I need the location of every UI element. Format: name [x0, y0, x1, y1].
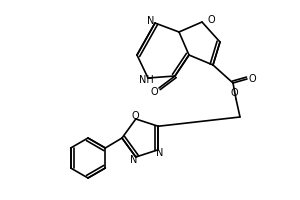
Text: O: O	[230, 88, 238, 98]
Text: N: N	[130, 155, 137, 165]
Text: O: O	[131, 111, 139, 121]
Text: N: N	[157, 148, 164, 158]
Text: N: N	[147, 16, 155, 26]
Text: O: O	[207, 15, 214, 25]
Text: O: O	[150, 87, 158, 97]
Text: O: O	[248, 74, 256, 84]
Text: NH: NH	[139, 75, 153, 85]
